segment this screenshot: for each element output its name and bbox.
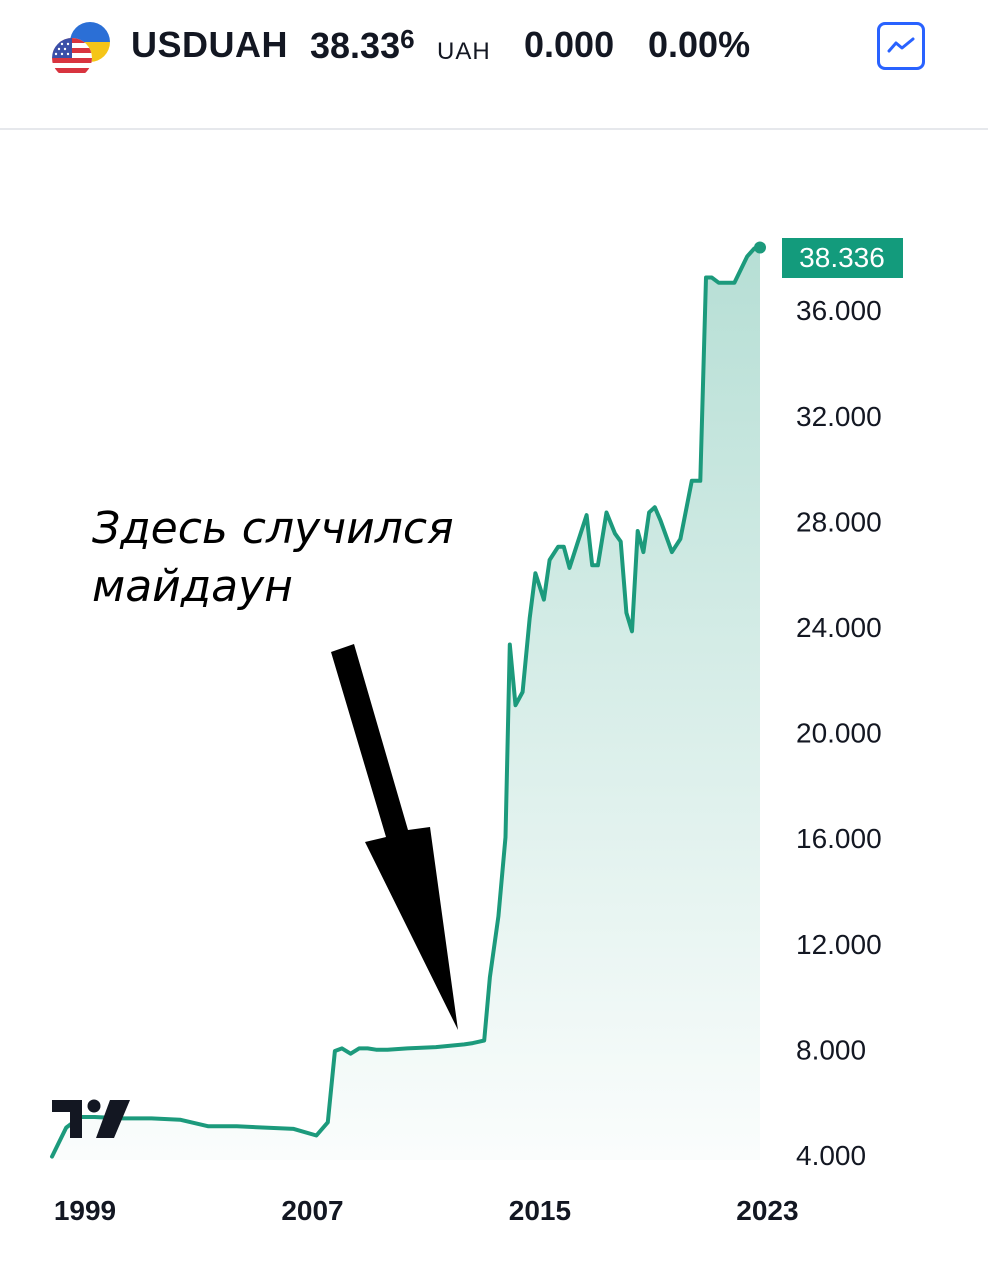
price-change: 0.000 <box>524 24 615 65</box>
y-tick-label: 32.000 <box>796 401 882 432</box>
x-tick-label: 2015 <box>509 1195 571 1226</box>
series-line <box>50 245 762 1159</box>
annotation-line-1: Здесь случился <box>92 503 454 554</box>
last-point <box>754 241 766 254</box>
symbol-name: USDUAH <box>131 24 289 65</box>
y-tick-label: 16.000 <box>796 823 882 854</box>
symbol-header: USDUAH 38.336 UAH 0.000 0.00% <box>0 0 988 130</box>
annotation-arrow <box>331 644 458 1030</box>
last-price: 38.336 <box>310 24 415 67</box>
y-tick-label: 28.000 <box>796 506 882 537</box>
chart-view-button[interactable] <box>877 22 925 70</box>
x-tick-label: 2007 <box>281 1195 343 1226</box>
series-area <box>52 247 760 1160</box>
tradingview-logo <box>52 1099 130 1138</box>
annotation-line-2: майдаун <box>92 561 293 612</box>
y-tick-label: 36.000 <box>796 295 882 326</box>
currency-code: UAH <box>437 38 491 65</box>
last-price-main: 38.33 <box>310 25 401 66</box>
annotation-text: Здесь случился майдаун <box>92 500 454 616</box>
x-tick-label: 2023 <box>736 1195 798 1226</box>
last-price-pip: 6 <box>400 24 415 54</box>
chart-line-icon <box>887 37 915 53</box>
price-change-percent: 0.00% <box>648 24 751 65</box>
y-tick-label: 20.000 <box>796 718 882 749</box>
y-tick-label: 4.000 <box>796 1140 866 1171</box>
x-tick-label: 1999 <box>54 1195 116 1226</box>
y-tick-label: 24.000 <box>796 612 882 643</box>
y-tick-label: 8.000 <box>796 1034 866 1065</box>
last-price-tag <box>782 238 903 278</box>
last-price-tag-label: 38.336 <box>799 242 885 273</box>
usd-uah-flags-icon <box>52 22 110 78</box>
y-tick-label: 12.000 <box>796 929 882 960</box>
price-chart[interactable]: 4.000 8.000 12.000 16.000 20.000 24.000 28.000… <box>0 130 988 1240</box>
